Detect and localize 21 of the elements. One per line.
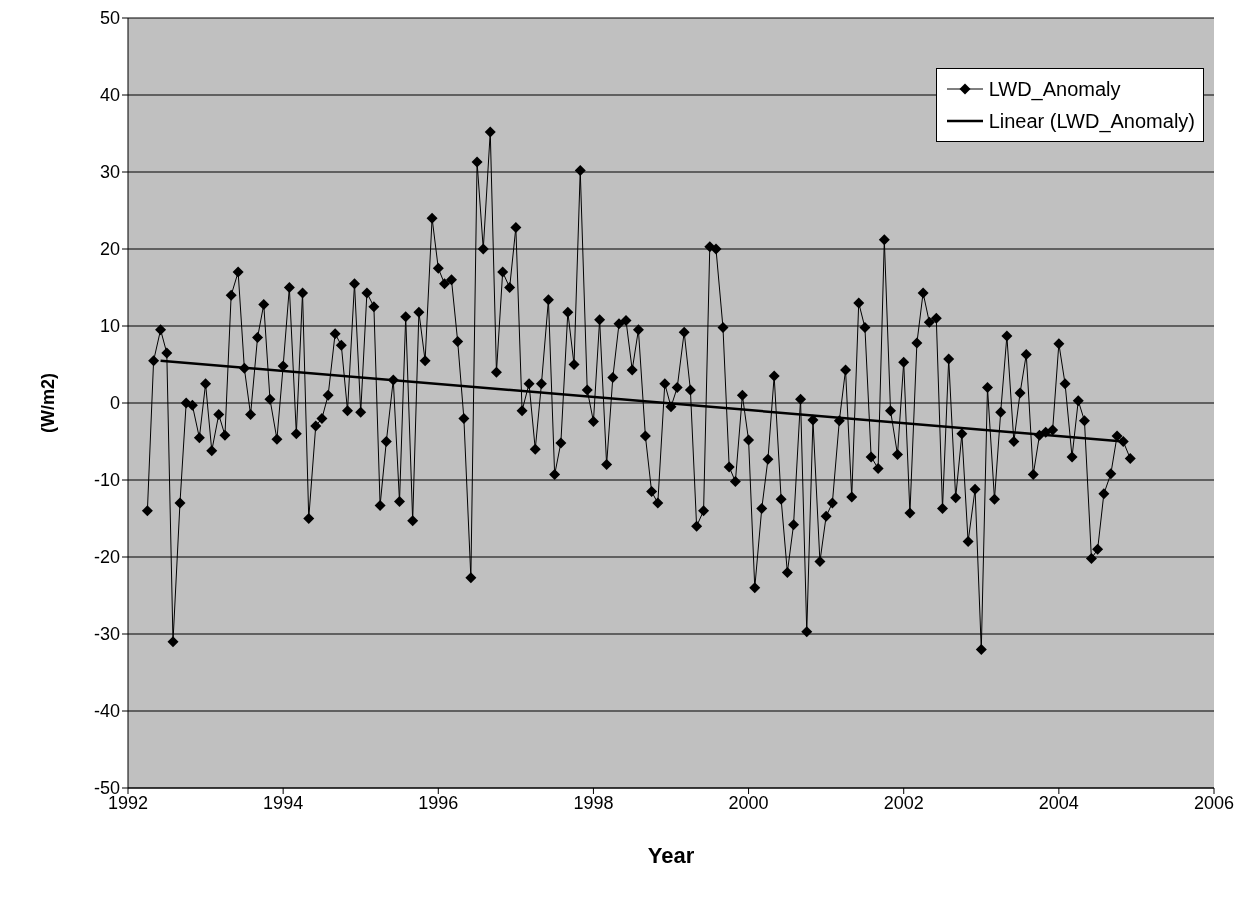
y-tick-label: -10	[93, 470, 120, 491]
legend-label: Linear (LWD_Anomaly)	[988, 109, 1195, 133]
x-axis-title: Year	[647, 843, 695, 868]
y-tick-label: -20	[93, 547, 120, 568]
y-tick-label: 20	[99, 239, 120, 260]
x-tick-label: 1994	[263, 792, 304, 813]
x-tick-label: 2002	[883, 792, 924, 813]
y-tick-label: 10	[99, 316, 120, 337]
y-tick-label: 0	[109, 393, 120, 414]
y-tick-label: -40	[93, 701, 120, 722]
x-tick-label: 1996	[418, 792, 459, 813]
y-tick-label: -30	[93, 624, 120, 645]
x-tick-label: 2004	[1038, 792, 1079, 813]
y-tick-label: 40	[99, 85, 120, 106]
x-tick-label: 2006	[1193, 792, 1235, 813]
y-tick-label: 50	[99, 8, 120, 29]
x-tick-label: 2000	[728, 792, 769, 813]
legend-label: LWD_Anomaly	[988, 77, 1121, 101]
x-tick-label: 1998	[573, 792, 614, 813]
y-axis-title: (W/m2)	[38, 373, 59, 433]
y-tick-label: 30	[99, 162, 120, 183]
